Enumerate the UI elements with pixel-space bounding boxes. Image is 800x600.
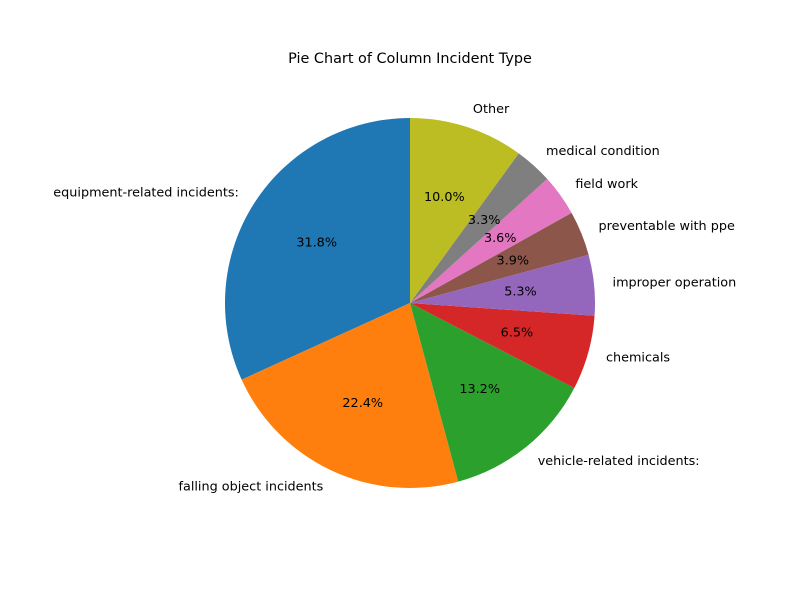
slice-percent-label: 6.5% bbox=[501, 325, 534, 340]
slice-percent-label: 5.3% bbox=[504, 285, 537, 300]
slice-percent-label: 13.2% bbox=[459, 382, 500, 397]
slice-label: chemicals bbox=[606, 350, 670, 365]
pie-slices bbox=[224, 118, 596, 489]
slice-label: preventable with ppe bbox=[599, 219, 735, 234]
slice-label: Other bbox=[473, 102, 510, 117]
pie-slice bbox=[410, 178, 572, 303]
chart-title: Pie Chart of Column Incident Type bbox=[288, 51, 532, 67]
pie-slice bbox=[410, 303, 575, 482]
slice-label: field work bbox=[575, 177, 638, 192]
slice-percent-label: 3.6% bbox=[484, 231, 517, 246]
slice-label: equipment-related incidents: bbox=[53, 185, 239, 200]
slice-percent-label: 22.4% bbox=[342, 396, 383, 411]
slice-percent-label: 31.8% bbox=[296, 235, 337, 250]
slice-label: medical condition bbox=[546, 144, 660, 159]
pie-slice bbox=[410, 212, 589, 303]
slice-label: vehicle-related incidents: bbox=[538, 454, 700, 469]
pie-slice bbox=[410, 254, 596, 316]
pie-slice bbox=[410, 153, 548, 303]
slice-percent-label: 10.0% bbox=[424, 190, 465, 205]
pie-slice bbox=[410, 303, 595, 389]
slice-percent-label: 3.9% bbox=[497, 254, 530, 269]
slice-label: improper operation bbox=[613, 276, 737, 291]
slice-label: falling object incidents bbox=[178, 480, 323, 495]
pie-slice bbox=[410, 118, 519, 303]
pie-percent-labels: 31.8% 22.4% 13.2% 6.5% 5.3% 3.9% 3.6% 3.3%10.0% bbox=[296, 190, 536, 411]
pie-slice bbox=[241, 303, 459, 489]
slice-percent-label: 3.3% bbox=[468, 213, 501, 228]
pie-slice bbox=[224, 118, 410, 380]
pie-labels: equipment-related incidents: falling obje… bbox=[53, 102, 736, 495]
